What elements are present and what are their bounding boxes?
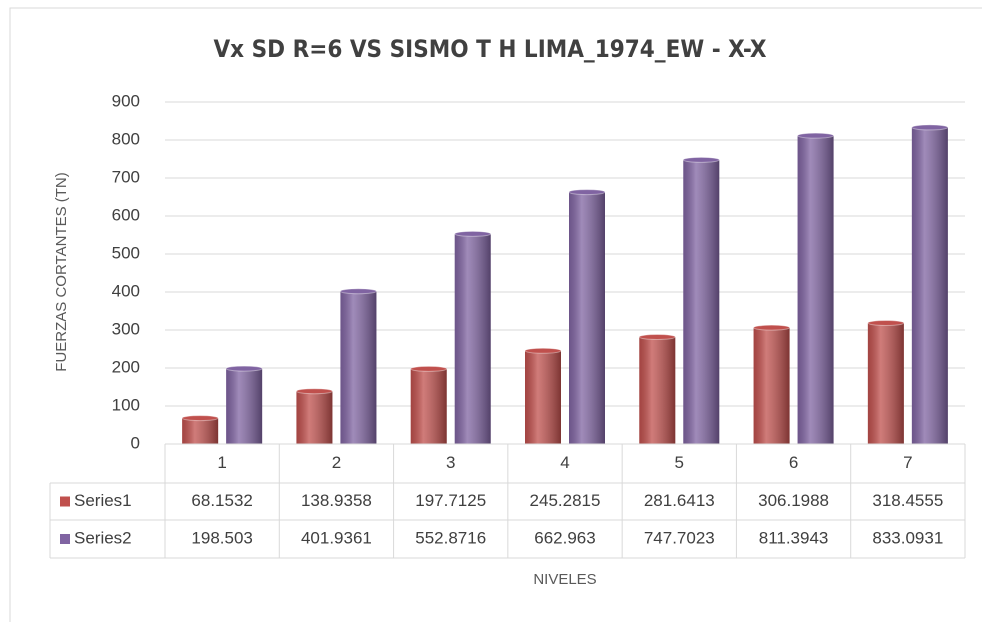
bar-cap bbox=[797, 132, 835, 139]
bar-cap bbox=[225, 365, 263, 372]
bar-cap bbox=[911, 124, 949, 131]
bar-cap bbox=[339, 288, 377, 295]
table-cell: 198.503 bbox=[191, 528, 252, 547]
y-tick-label: 700 bbox=[112, 167, 140, 186]
bar-cap bbox=[295, 388, 333, 395]
y-tick-label: 500 bbox=[112, 243, 140, 262]
legend-label: Series2 bbox=[74, 528, 132, 547]
y-tick-label: 400 bbox=[112, 281, 140, 300]
bar-cap bbox=[454, 230, 492, 237]
x-tick-label: 7 bbox=[903, 453, 912, 472]
y-tick-label: 600 bbox=[112, 205, 140, 224]
bar-cap bbox=[682, 156, 720, 163]
bar-shade bbox=[753, 327, 790, 444]
table-cell: 401.9361 bbox=[301, 528, 372, 547]
x-tick-label: 5 bbox=[675, 453, 684, 472]
bar-shade bbox=[569, 192, 605, 444]
bar-cap bbox=[524, 347, 562, 354]
table-cell: 662.963 bbox=[534, 528, 595, 547]
chart-border bbox=[9, 7, 982, 622]
y-tick-label: 100 bbox=[112, 395, 140, 414]
y-tick-label: 200 bbox=[112, 357, 140, 376]
bar-cap bbox=[568, 189, 606, 196]
table-cell: 318.4555 bbox=[872, 491, 943, 510]
bar-shade bbox=[182, 418, 219, 444]
chart-title: Vx SD R=6 VS SISMO T H LIMA_1974_EW - X-… bbox=[213, 35, 766, 63]
y-tick-label: 900 bbox=[112, 91, 140, 110]
table-cell: 281.6413 bbox=[644, 491, 715, 510]
table-cell: 552.8716 bbox=[415, 528, 486, 547]
bar-cap bbox=[181, 415, 219, 422]
bar-shade bbox=[867, 322, 904, 444]
table-cell: 833.0931 bbox=[872, 528, 943, 547]
bar-shade bbox=[340, 291, 377, 444]
x-tick-label: 4 bbox=[560, 453, 569, 472]
x-tick-label: 3 bbox=[446, 453, 455, 472]
bar-cap bbox=[638, 333, 676, 340]
table-cell: 138.9358 bbox=[301, 491, 372, 510]
bar-shade bbox=[525, 350, 561, 444]
bar-shade bbox=[410, 368, 447, 444]
table-cell: 811.3943 bbox=[759, 528, 829, 547]
table-cell: 747.7023 bbox=[644, 528, 715, 547]
table-cell: 245.2815 bbox=[530, 491, 601, 510]
legend-label: Series1 bbox=[74, 491, 132, 510]
y-axis-title: FUERZAS CORTANTES (TN) bbox=[53, 172, 70, 371]
x-axis-title: NIVELES bbox=[533, 571, 596, 588]
table-cell: 68.1532 bbox=[191, 491, 252, 510]
legend-swatch bbox=[60, 496, 70, 507]
bar-shade bbox=[911, 127, 948, 444]
bar-cap bbox=[753, 324, 791, 331]
bar-shade bbox=[226, 368, 263, 444]
x-tick-label: 6 bbox=[789, 453, 798, 472]
x-tick-label: 1 bbox=[217, 453, 226, 472]
legend-swatch bbox=[60, 534, 70, 544]
y-tick-label: 800 bbox=[112, 129, 140, 148]
bar-shade bbox=[454, 233, 491, 444]
bar-shade bbox=[296, 391, 333, 444]
table-cell: 197.7125 bbox=[415, 491, 486, 510]
bar-cap bbox=[410, 365, 448, 372]
bar-shade bbox=[683, 159, 720, 445]
y-tick-label: 0 bbox=[131, 433, 140, 452]
x-tick-label: 2 bbox=[332, 453, 341, 472]
bar-shade bbox=[797, 135, 834, 444]
bar-cap bbox=[867, 319, 905, 326]
y-tick-label: 300 bbox=[112, 319, 140, 338]
table-cell: 306.1988 bbox=[758, 491, 829, 510]
bar-shade bbox=[639, 336, 676, 444]
